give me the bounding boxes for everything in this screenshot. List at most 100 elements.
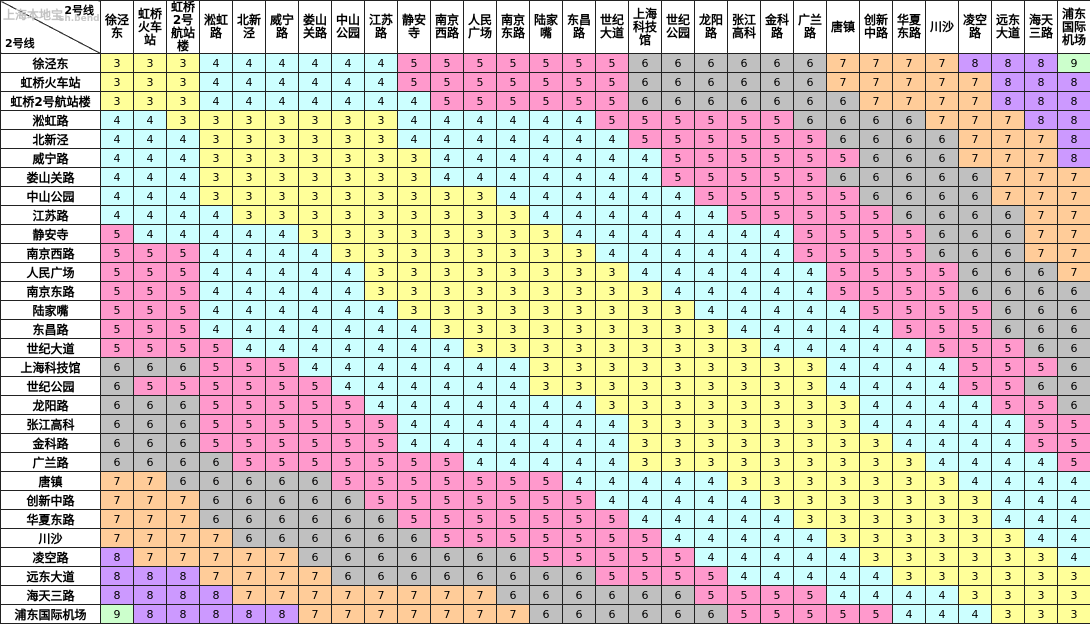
fare-cell: 7: [200, 548, 233, 567]
fare-cell: 3: [365, 130, 398, 149]
fare-cell: 3: [266, 206, 299, 225]
fare-cell: 3: [728, 358, 761, 377]
fare-cell: 3: [299, 149, 332, 168]
fare-cell: 3: [233, 130, 266, 149]
fare-cell: 5: [959, 377, 992, 396]
fare-cell: 4: [761, 529, 794, 548]
fare-cell: 4: [233, 225, 266, 244]
fare-cell: 3: [233, 206, 266, 225]
fare-cell: 4: [761, 567, 794, 586]
fare-cell: 3: [1025, 586, 1058, 605]
fare-cell: 6: [794, 92, 827, 111]
fare-cell: 4: [893, 377, 926, 396]
fare-cell: 8: [992, 73, 1025, 92]
fare-cell: 7: [992, 187, 1025, 206]
fare-cell: 4: [926, 358, 959, 377]
fare-cell: 6: [695, 73, 728, 92]
fare-cell: 4: [398, 434, 431, 453]
column-header-station: 人民广场: [464, 1, 497, 54]
fare-cell: 3: [827, 529, 860, 548]
fare-cell: 5: [233, 453, 266, 472]
fare-cell: 4: [1058, 529, 1090, 548]
fare-cell: 5: [860, 263, 893, 282]
fare-cell: 6: [893, 149, 926, 168]
fare-cell: 4: [662, 529, 695, 548]
fare-cell: 5: [101, 320, 134, 339]
fare-cell: 4: [827, 301, 860, 320]
fare-cell: 4: [365, 54, 398, 73]
fare-cell: 6: [695, 54, 728, 73]
fare-cell: 4: [695, 263, 728, 282]
fare-cell: 6: [959, 225, 992, 244]
fare-cell: 6: [992, 282, 1025, 301]
fare-cell: 5: [266, 434, 299, 453]
fare-cell: 3: [992, 605, 1025, 624]
fare-cell: 4: [629, 244, 662, 263]
column-header-station: 陆家嘴: [530, 1, 563, 54]
fare-cell: 8: [101, 567, 134, 586]
fare-cell: 6: [167, 396, 200, 415]
fare-cell: 4: [695, 206, 728, 225]
fare-cell: 3: [563, 282, 596, 301]
fare-cell: 3: [497, 263, 530, 282]
fare-cell: 3: [134, 73, 167, 92]
fare-cell: 5: [860, 206, 893, 225]
fare-cell: 5: [299, 396, 332, 415]
fare-cell: 5: [761, 206, 794, 225]
fare-cell: 6: [827, 92, 860, 111]
fare-cell: 6: [365, 529, 398, 548]
fare-cell: 3: [497, 225, 530, 244]
fare-cell: 8: [1058, 111, 1090, 130]
fare-cell: 6: [233, 491, 266, 510]
fare-cell: 3: [662, 377, 695, 396]
column-header-station: 上海科技馆: [629, 1, 662, 54]
fare-cell: 5: [332, 396, 365, 415]
fare-cell: 3: [365, 206, 398, 225]
fare-cell: 6: [167, 472, 200, 491]
fare-cell: 6: [563, 567, 596, 586]
fare-cell: 5: [497, 529, 530, 548]
fare-cell: 6: [662, 73, 695, 92]
fare-cell: 5: [530, 491, 563, 510]
fare-cell: 5: [794, 244, 827, 263]
fare-cell: 4: [200, 263, 233, 282]
fare-cell: 5: [860, 244, 893, 263]
fare-cell: 6: [167, 358, 200, 377]
fare-cell: 6: [959, 263, 992, 282]
fare-cell: 3: [266, 168, 299, 187]
fare-cell: 5: [134, 320, 167, 339]
fare-cell: 4: [530, 168, 563, 187]
fare-cell: 8: [134, 605, 167, 624]
fare-cell: 3: [497, 206, 530, 225]
fare-cell: 4: [134, 168, 167, 187]
row-header-station: 虹桥火车站: [1, 73, 101, 92]
fare-cell: 7: [1058, 263, 1090, 282]
fare-cell: 5: [662, 567, 695, 586]
fare-cell: 4: [662, 491, 695, 510]
fare-cell: 5: [1025, 358, 1058, 377]
column-header-station: 华夏东路: [893, 1, 926, 54]
fare-cell: 6: [827, 130, 860, 149]
fare-cell: 6: [893, 111, 926, 130]
fare-cell: 3: [497, 339, 530, 358]
fare-cell: 4: [332, 54, 365, 73]
fare-cell: 4: [266, 225, 299, 244]
fare-cell: 4: [134, 130, 167, 149]
fare-cell: 3: [431, 225, 464, 244]
fare-cell: 6: [299, 548, 332, 567]
fare-cell: 4: [992, 434, 1025, 453]
fare-cell: 4: [530, 111, 563, 130]
fare-cell: 5: [596, 73, 629, 92]
fare-cell: 4: [629, 510, 662, 529]
fare-cell: 4: [497, 187, 530, 206]
row-header-station: 创新中路: [1, 491, 101, 510]
fare-cell: 5: [860, 605, 893, 624]
fare-cell: 4: [200, 54, 233, 73]
fare-cell: 4: [431, 168, 464, 187]
fare-cell: 7: [398, 586, 431, 605]
